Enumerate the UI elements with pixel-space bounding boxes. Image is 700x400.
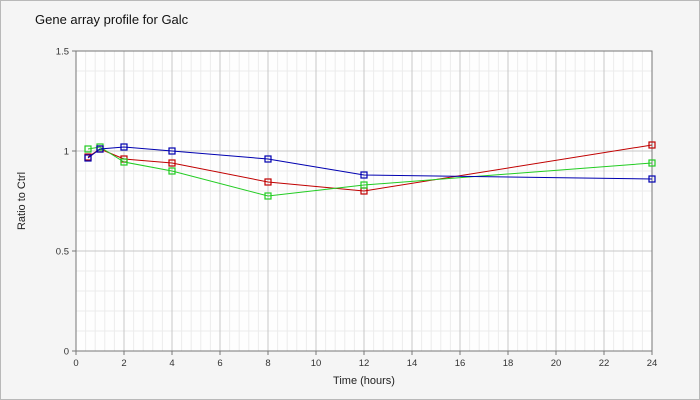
- y-tick-label: 1.5: [56, 47, 69, 58]
- series-line: [87, 146, 653, 197]
- data-point-marker: [120, 143, 128, 151]
- y-axis-label: Ratio to Ctrl: [16, 172, 28, 230]
- data-point-marker: [264, 155, 272, 163]
- x-tick-label: 12: [359, 358, 370, 369]
- x-tick-label: 24: [647, 358, 658, 369]
- data-point-marker: [168, 159, 176, 167]
- data-point-marker: [120, 158, 128, 166]
- y-tick-label: 1: [64, 147, 69, 158]
- y-tick-label: 0: [64, 347, 69, 358]
- series-layer: [84, 141, 656, 200]
- x-tick-label: 0: [73, 358, 78, 369]
- x-tick-label: 4: [169, 358, 174, 369]
- data-point-marker: [84, 145, 92, 153]
- x-tick-label: 18: [503, 358, 514, 369]
- data-point-marker: [648, 141, 656, 149]
- data-point-marker: [84, 154, 92, 162]
- x-tick-label: 2: [121, 358, 126, 369]
- x-tick-label: 20: [551, 358, 562, 369]
- data-point-marker: [648, 175, 656, 183]
- x-tick-label: 6: [217, 358, 222, 369]
- data-point-marker: [264, 192, 272, 200]
- data-point-marker: [648, 159, 656, 167]
- x-axis-label: Time (hours): [333, 375, 395, 387]
- data-point-marker: [96, 145, 104, 153]
- data-point-marker: [360, 181, 368, 189]
- x-tick-label: 10: [311, 358, 322, 369]
- data-point-marker: [360, 171, 368, 179]
- data-point-marker: [168, 167, 176, 175]
- data-point-marker: [168, 147, 176, 155]
- data-point-marker: [264, 178, 272, 186]
- y-tick-label: 0.5: [56, 247, 69, 258]
- x-tick-label: 8: [265, 358, 270, 369]
- chart-title: Gene array profile for Galc: [35, 12, 189, 27]
- x-tick-label: 22: [599, 358, 610, 369]
- x-tick-label: 16: [455, 358, 466, 369]
- series-line: [87, 146, 653, 180]
- series-3: [84, 143, 656, 183]
- x-tick-label: 14: [407, 358, 418, 369]
